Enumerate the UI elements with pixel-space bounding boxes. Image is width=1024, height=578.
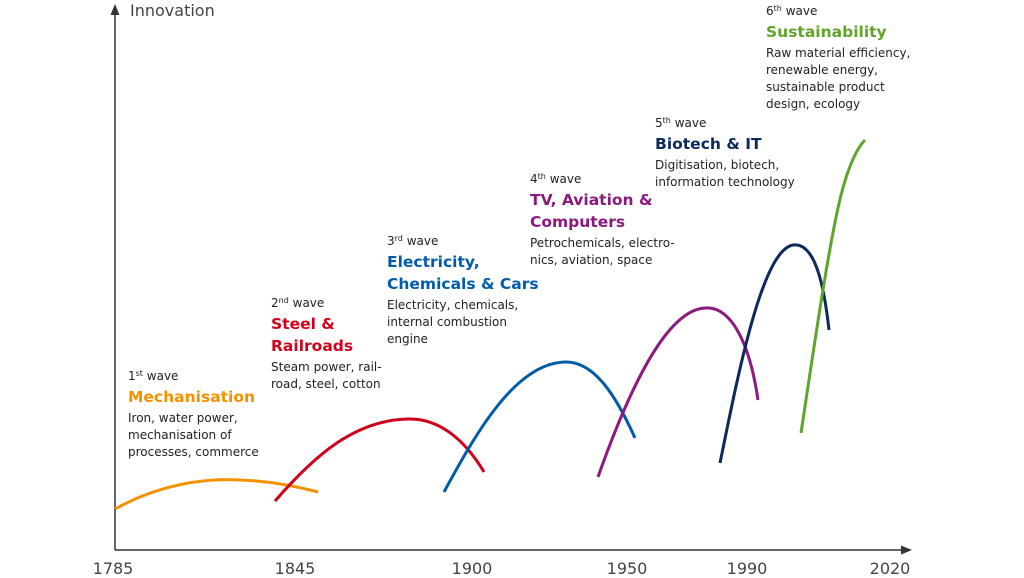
x-tick-label: 1900 bbox=[451, 559, 493, 578]
ordinal-suffix: th bbox=[662, 116, 671, 125]
wave-desc-line: Iron, water power, bbox=[128, 411, 238, 425]
wave-curve-6 bbox=[799, 138, 867, 434]
y-axis-title: Innovation bbox=[130, 1, 215, 20]
wave-3-description: Electricity, chemicals, internal combust… bbox=[387, 297, 539, 348]
wave-2-annotation: 2nd wave Steel & Railroads Steam power, … bbox=[271, 296, 382, 393]
wave-3-annotation: 3rd wave Electricity, Chemicals & Cars E… bbox=[387, 234, 539, 348]
wave-word: wave bbox=[292, 296, 325, 310]
wave-1-title: Mechanisation bbox=[128, 386, 259, 408]
wave-curve-5 bbox=[718, 243, 831, 464]
wave-5-description: Digitisation, biotech, information techn… bbox=[655, 157, 795, 191]
wave-curve-1 bbox=[114, 478, 319, 511]
x-tick-label: 1785 bbox=[92, 559, 134, 578]
x-axis-arrowhead bbox=[901, 545, 912, 555]
wave-word: wave bbox=[674, 116, 707, 130]
wave-desc-line: processes, commerce bbox=[128, 445, 259, 459]
wave-desc-line: Steam power, rail- bbox=[271, 360, 382, 374]
wave-number: 3 bbox=[387, 234, 395, 248]
wave-curves bbox=[114, 138, 867, 511]
wave-number: 1 bbox=[128, 369, 136, 383]
wave-1-label: 1st wave bbox=[128, 369, 259, 384]
x-tick-label: 2020 bbox=[869, 559, 911, 578]
wave-1-annotation: 1st wave Mechanisation Iron, water power… bbox=[128, 369, 259, 461]
wave-number: 2 bbox=[271, 296, 279, 310]
wave-1-description: Iron, water power, mechanisation of proc… bbox=[128, 410, 259, 461]
ordinal-suffix: nd bbox=[278, 296, 289, 305]
wave-6-label: 6th wave bbox=[766, 4, 910, 19]
x-tick-label: 1950 bbox=[606, 559, 648, 578]
wave-5-title: Biotech & IT bbox=[655, 133, 795, 155]
wave-6-description: Raw material efficiency, renewable energ… bbox=[766, 45, 910, 113]
wave-desc-line: design, ecology bbox=[766, 97, 861, 111]
wave-desc-line: Raw material efficiency, bbox=[766, 46, 911, 60]
wave-title-line: Chemicals & Cars bbox=[387, 275, 539, 293]
wave-desc-line: Digitisation, biotech, bbox=[655, 158, 780, 172]
wave-title-line: Steel & bbox=[271, 315, 335, 333]
wave-6-annotation: 6th wave Sustainability Raw material eff… bbox=[766, 4, 910, 113]
wave-desc-line: nics, aviation, space bbox=[530, 253, 653, 267]
x-tick-label: 1990 bbox=[726, 559, 768, 578]
wave-curve-2 bbox=[273, 417, 486, 502]
ordinal-suffix: rd bbox=[394, 234, 403, 243]
wave-desc-line: Petrochemicals, electro- bbox=[530, 236, 675, 250]
wave-word: wave bbox=[785, 4, 818, 18]
wave-number: 4 bbox=[530, 172, 538, 186]
wave-4-description: Petrochemicals, electro- nics, aviation,… bbox=[530, 235, 675, 269]
wave-word: wave bbox=[146, 369, 179, 383]
wave-5-annotation: 5th wave Biotech & IT Digitisation, biot… bbox=[655, 116, 795, 191]
wave-2-label: 2nd wave bbox=[271, 296, 382, 311]
wave-title-line: Railroads bbox=[271, 337, 354, 355]
wave-number: 6 bbox=[766, 4, 774, 18]
ordinal-suffix: st bbox=[135, 369, 143, 378]
wave-title-line: TV, Aviation & bbox=[530, 191, 653, 209]
wave-title-line: Sustainability bbox=[766, 23, 887, 41]
wave-5-label: 5th wave bbox=[655, 116, 795, 131]
wave-3-label: 3rd wave bbox=[387, 234, 539, 249]
wave-desc-line: renewable energy, bbox=[766, 63, 878, 77]
wave-3-title: Electricity, Chemicals & Cars bbox=[387, 251, 539, 295]
wave-desc-line: mechanisation of bbox=[128, 428, 232, 442]
wave-2-title: Steel & Railroads bbox=[271, 313, 382, 357]
wave-4-title: TV, Aviation & Computers bbox=[530, 189, 675, 233]
wave-2-description: Steam power, rail- road, steel, cotton bbox=[271, 359, 382, 393]
wave-word: wave bbox=[406, 234, 439, 248]
wave-desc-line: information technology bbox=[655, 175, 795, 189]
wave-curve-3 bbox=[442, 360, 637, 493]
wave-title-line: Electricity, bbox=[387, 253, 480, 271]
wave-desc-line: road, steel, cotton bbox=[271, 377, 381, 391]
wave-desc-line: sustainable product bbox=[766, 80, 885, 94]
wave-desc-line: Electricity, chemicals, bbox=[387, 298, 519, 312]
x-tick-label: 1845 bbox=[274, 559, 316, 578]
wave-number: 5 bbox=[655, 116, 663, 130]
y-axis-arrowhead bbox=[110, 4, 120, 15]
axes bbox=[110, 4, 912, 555]
ordinal-suffix: th bbox=[773, 4, 782, 13]
wave-word: wave bbox=[549, 172, 582, 186]
ordinal-suffix: th bbox=[537, 172, 546, 181]
wave-title-line: Mechanisation bbox=[128, 388, 256, 406]
wave-desc-line: engine bbox=[387, 332, 428, 346]
wave-desc-line: internal combustion bbox=[387, 315, 507, 329]
wave-4-annotation: 4th wave TV, Aviation & Computers Petroc… bbox=[530, 172, 675, 269]
wave-6-title: Sustainability bbox=[766, 21, 910, 43]
wave-title-line: Biotech & IT bbox=[655, 135, 762, 153]
wave-title-line: Computers bbox=[530, 213, 626, 231]
wave-4-label: 4th wave bbox=[530, 172, 675, 187]
